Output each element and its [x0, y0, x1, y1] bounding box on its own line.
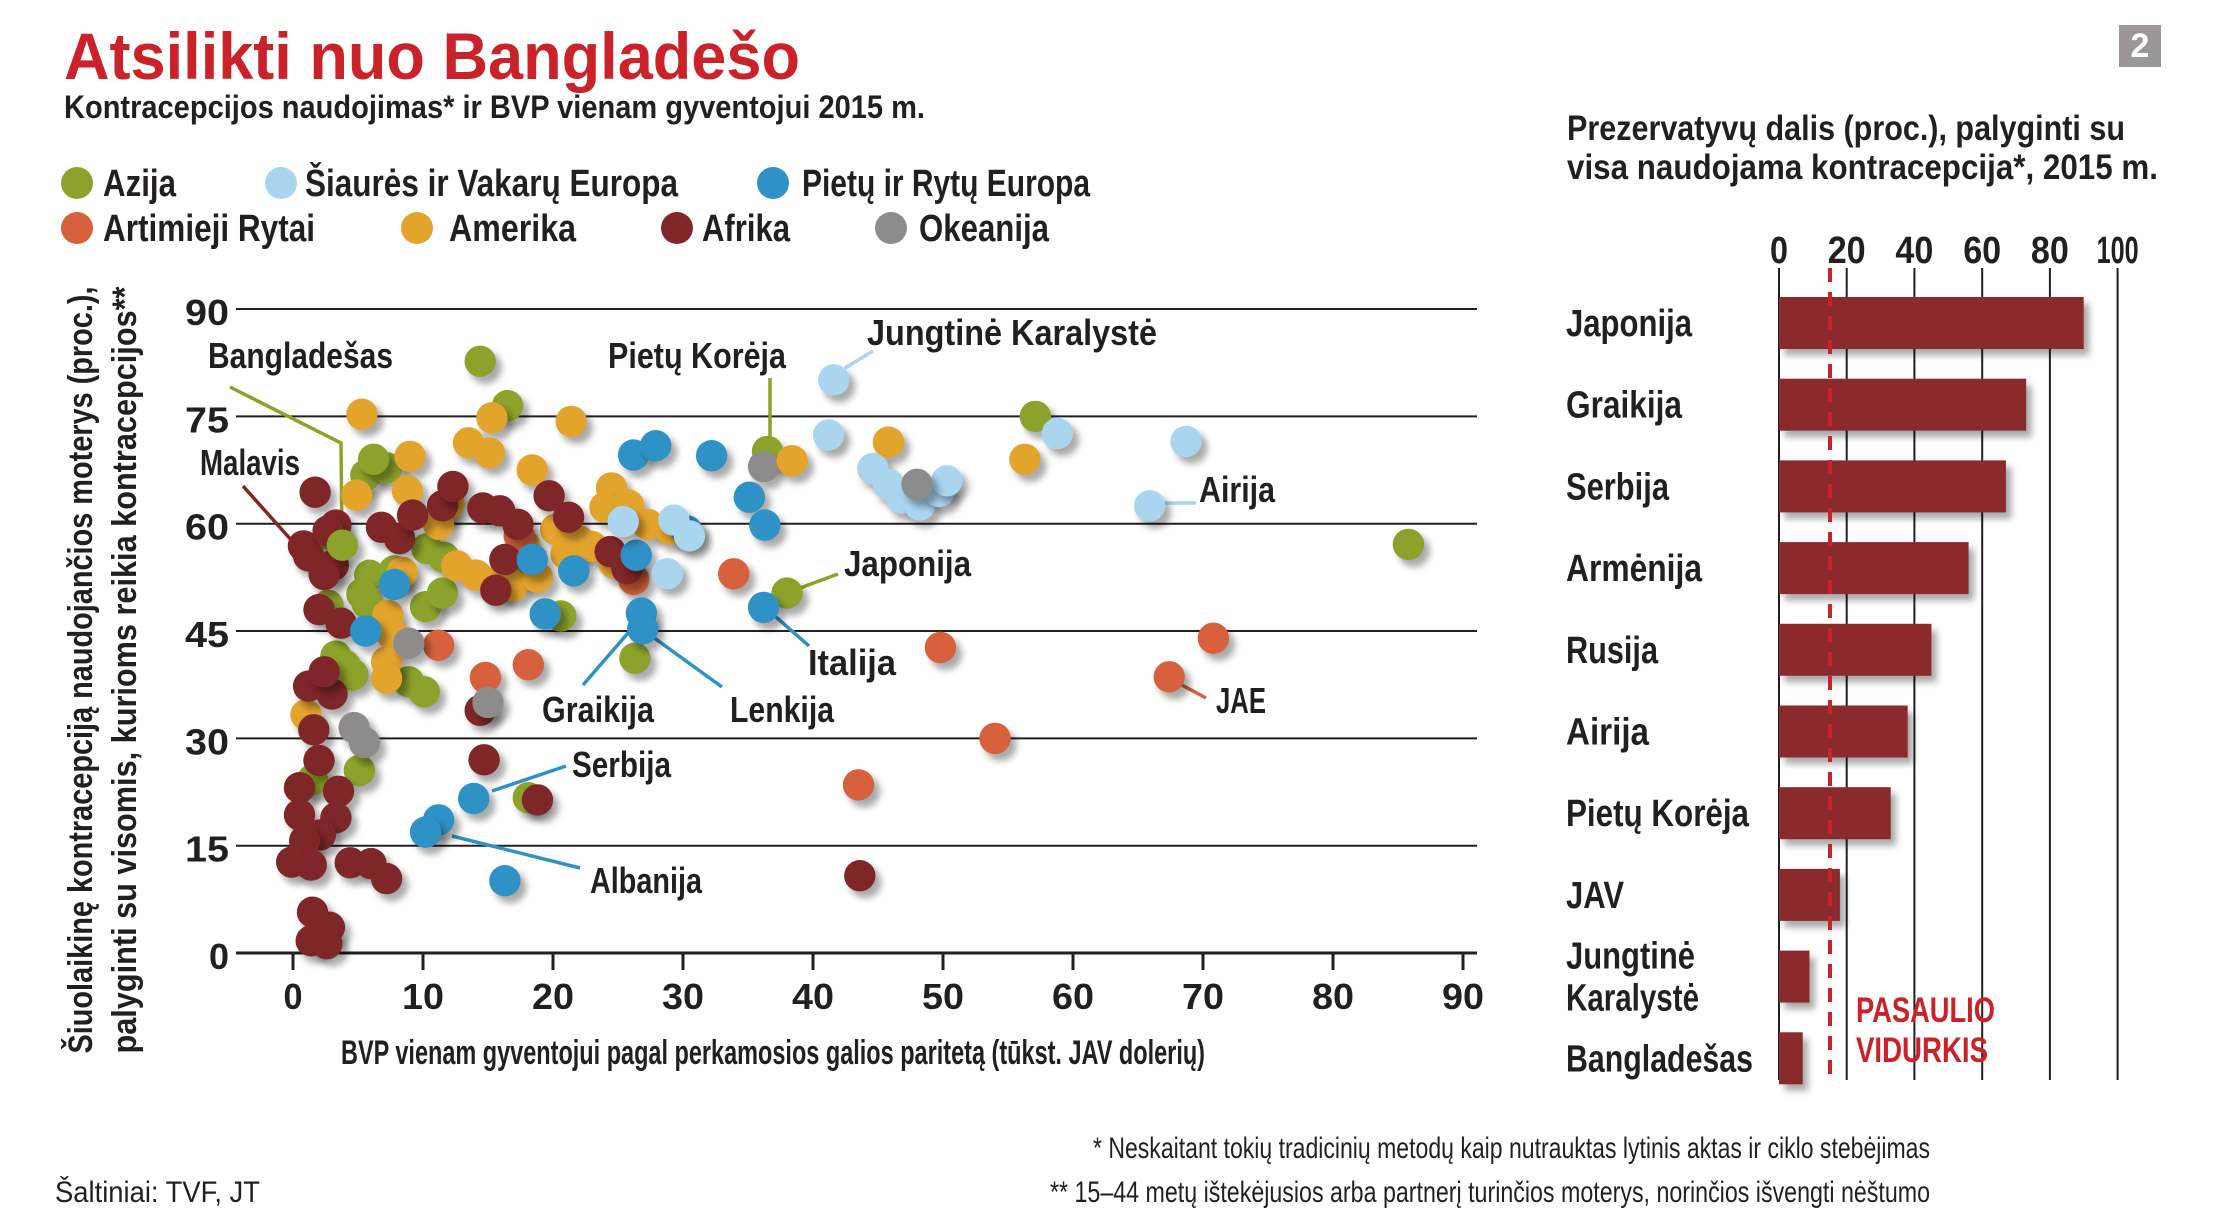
svg-text:80: 80 [2031, 230, 2069, 272]
svg-text:Šaltiniai: TVF, JT: Šaltiniai: TVF, JT [55, 1175, 260, 1209]
svg-text:Kontracepcijos naudojimas* ir: Kontracepcijos naudojimas* ir BVP vienam… [64, 89, 925, 125]
svg-text:Bangladešas: Bangladešas [208, 335, 393, 376]
svg-text:Šiuolaikinę kontracepciją naud: Šiuolaikinę kontracepciją naudojančios m… [61, 287, 100, 1054]
svg-text:15: 15 [185, 829, 229, 870]
svg-text:Serbija: Serbija [572, 744, 672, 785]
svg-text:Prezervatyvų dalis (proc.), pa: Prezervatyvų dalis (proc.), palyginti su [1567, 109, 2125, 148]
svg-text:Japonija: Japonija [1566, 303, 1693, 345]
svg-text:* Neskaitant tokių tradicinių: * Neskaitant tokių tradicinių metodų kai… [1093, 1132, 1930, 1165]
svg-text:Malavis: Malavis [200, 442, 300, 483]
svg-text:20: 20 [1828, 230, 1866, 272]
svg-text:JAE: JAE [1216, 680, 1266, 721]
svg-text:visa naudojama kontracepcija*,: visa naudojama kontracepcija*, 2015 m. [1567, 148, 2158, 187]
svg-text:60: 60 [1052, 976, 1094, 1017]
svg-text:Azija: Azija [103, 163, 177, 205]
svg-text:Graikija: Graikija [1566, 385, 1683, 427]
svg-text:Serbija: Serbija [1566, 466, 1670, 508]
svg-text:0: 0 [209, 936, 229, 977]
svg-text:0: 0 [284, 976, 303, 1017]
svg-text:Afrika: Afrika [702, 208, 791, 250]
svg-text:90: 90 [1442, 976, 1484, 1017]
svg-text:90: 90 [185, 292, 229, 333]
svg-text:PASAULIO: PASAULIO [1856, 991, 1995, 1030]
svg-text:70: 70 [1182, 976, 1224, 1017]
svg-text:Šiaurės ir Vakarų Europa: Šiaurės ir Vakarų Europa [305, 160, 679, 205]
svg-text:Okeanija: Okeanija [919, 208, 1050, 250]
svg-text:Karalystė: Karalystė [1566, 978, 1699, 1020]
svg-text:Italija: Italija [808, 642, 897, 683]
svg-text:80: 80 [1312, 976, 1354, 1017]
svg-text:Atsilikti nuo Bangladešo: Atsilikti nuo Bangladešo [64, 19, 800, 93]
svg-text:75: 75 [185, 399, 229, 440]
svg-text:100: 100 [2097, 230, 2139, 272]
svg-text:Pietų ir Rytų Europa: Pietų ir Rytų Europa [802, 163, 1091, 205]
svg-text:VIDURKIS: VIDURKIS [1856, 1031, 1988, 1070]
svg-text:Albanija: Albanija [590, 860, 703, 901]
svg-text:** 15–44 metų ištekėjusios arb: ** 15–44 metų ištekėjusios arba partnerį… [1050, 1176, 1930, 1209]
svg-text:JAV: JAV [1566, 875, 1625, 917]
svg-text:2: 2 [2131, 27, 2150, 65]
svg-text:50: 50 [922, 976, 964, 1017]
svg-text:30: 30 [662, 976, 704, 1017]
svg-text:20: 20 [532, 976, 574, 1017]
svg-text:Airija: Airija [1566, 712, 1650, 754]
svg-text:40: 40 [1895, 230, 1933, 272]
svg-text:BVP vienam gyventojui pagal pe: BVP vienam gyventojui pagal perkamosios … [341, 1034, 1205, 1072]
svg-text:Airija: Airija [1199, 469, 1276, 510]
svg-text:10: 10 [402, 976, 444, 1017]
svg-text:Artimieji Rytai: Artimieji Rytai [103, 208, 315, 250]
svg-text:30: 30 [185, 721, 229, 762]
svg-text:Amerika: Amerika [449, 208, 577, 250]
svg-text:0: 0 [1770, 230, 1788, 272]
svg-text:Pietų Korėja: Pietų Korėja [608, 335, 787, 376]
svg-text:Pietų Korėja: Pietų Korėja [1566, 793, 1750, 835]
svg-text:Jungtinė: Jungtinė [1566, 936, 1695, 978]
svg-text:60: 60 [185, 507, 229, 548]
svg-text:45: 45 [185, 614, 229, 655]
svg-text:Lenkija: Lenkija [730, 689, 835, 730]
svg-text:Japonija: Japonija [844, 543, 972, 584]
svg-text:Jungtinė Karalystė: Jungtinė Karalystė [867, 312, 1157, 353]
svg-text:Graikija: Graikija [542, 689, 655, 730]
svg-text:40: 40 [792, 976, 834, 1017]
svg-text:palyginti su visomis, kurioms: palyginti su visomis, kurioms reikia kon… [106, 286, 144, 1054]
svg-text:Bangladešas: Bangladešas [1566, 1038, 1753, 1080]
svg-text:60: 60 [1963, 230, 2001, 272]
svg-text:Rusija: Rusija [1566, 630, 1659, 672]
svg-text:Armėnija: Armėnija [1566, 548, 1703, 590]
